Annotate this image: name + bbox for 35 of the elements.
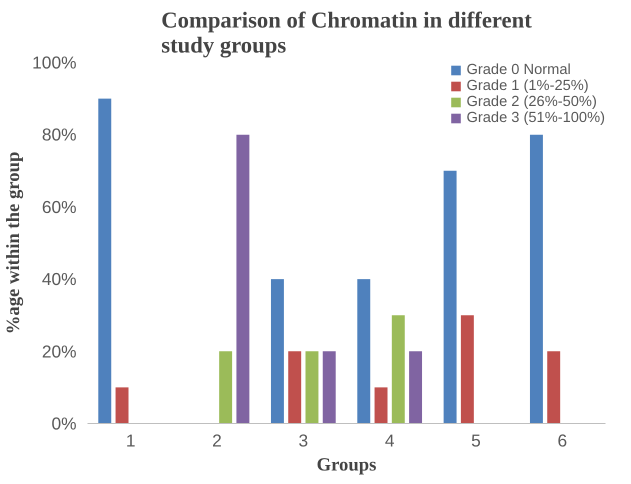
bar	[219, 351, 232, 424]
legend-label: Grade 2 (26%-50%)	[466, 94, 597, 110]
bar	[444, 170, 457, 424]
legend-label: Grade 3 (51%-100%)	[466, 110, 605, 126]
bar	[322, 351, 336, 424]
y-tick-label: 0%	[51, 414, 76, 434]
bar	[547, 351, 560, 424]
bar	[460, 315, 474, 424]
y-tick-label: 80%	[42, 124, 77, 145]
x-axis-title: Groups	[316, 454, 376, 476]
bar	[357, 279, 370, 424]
legend-label: Grade 1 (1%-25%)	[466, 78, 589, 94]
bar	[374, 387, 388, 424]
x-tick-label: 2	[212, 430, 222, 450]
bar	[270, 279, 284, 424]
bar	[288, 351, 302, 424]
x-tick-label: 5	[471, 430, 481, 450]
y-tick-label: 20%	[42, 341, 77, 362]
y-tick-label: 40%	[42, 269, 77, 290]
bar	[530, 134, 543, 424]
y-tick-label: 60%	[42, 196, 77, 217]
bar	[98, 98, 112, 424]
bar	[305, 351, 318, 424]
chart-title: Comparison of Chromatin in different study groups	[161, 8, 532, 58]
bar	[116, 387, 129, 424]
bar	[409, 351, 422, 424]
bar	[236, 134, 250, 424]
x-tick-label: 6	[558, 430, 568, 450]
y-axis-title: %age within the group	[3, 152, 24, 334]
legend-label: Grade 0 Normal	[466, 62, 571, 78]
x-tick-label: 3	[298, 430, 308, 450]
bar	[392, 315, 405, 424]
y-tick-label: 100%	[32, 52, 77, 72]
x-tick-label: 1	[126, 430, 136, 450]
x-tick-label: 4	[384, 430, 395, 450]
